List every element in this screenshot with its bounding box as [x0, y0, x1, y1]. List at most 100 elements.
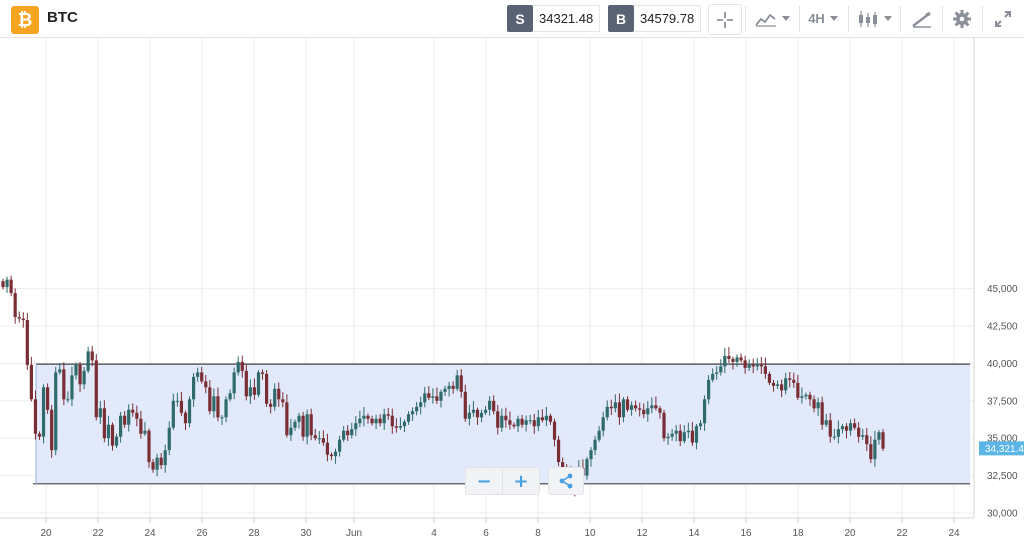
candle	[350, 422, 354, 439]
candle	[844, 423, 849, 439]
indicators-button[interactable]	[750, 4, 794, 33]
candle-body	[110, 424, 115, 446]
price-chart[interactable]: 45,000 42,500 40,000 37,500 35,000 32,500 30,0…	[0, 38, 1024, 548]
candle	[755, 357, 759, 371]
candle	[621, 397, 626, 423]
candle-body	[410, 411, 415, 415]
candle	[471, 400, 476, 417]
candle-body	[463, 391, 467, 419]
buy-price-box[interactable]: B 34579.78	[608, 5, 702, 32]
candle	[33, 390, 38, 440]
x-tick-label: 8	[535, 528, 541, 539]
draw-tools-icon	[912, 11, 931, 28]
candle-body	[483, 409, 488, 413]
fullscreen-button[interactable]	[988, 4, 1018, 33]
candle	[260, 369, 265, 380]
chevron-down-icon	[829, 16, 838, 21]
candle-body	[54, 372, 58, 451]
candle	[492, 395, 496, 415]
candle-body	[723, 355, 727, 367]
candle-body	[362, 415, 366, 419]
timeframe-button[interactable]: 4H	[803, 4, 843, 33]
zoom-in-button[interactable]: +	[502, 467, 540, 495]
candle	[500, 408, 504, 432]
sell-price-box[interactable]: S 34321.48	[507, 5, 601, 32]
crosshair-button[interactable]	[708, 4, 742, 35]
candle-body	[763, 366, 767, 374]
candle-body	[204, 381, 208, 388]
buy-price[interactable]: 34579.78	[634, 5, 702, 32]
candle	[751, 358, 755, 374]
candle	[208, 380, 212, 415]
candle-body	[240, 361, 244, 371]
candle	[317, 431, 321, 445]
candle	[151, 459, 155, 473]
y-tick-label: 40,000	[987, 359, 1018, 370]
candle	[240, 355, 244, 378]
candle	[816, 397, 820, 416]
candle	[609, 399, 613, 416]
candle-body	[678, 430, 682, 442]
candle	[123, 411, 127, 428]
candle	[475, 407, 480, 425]
candle-body	[285, 402, 289, 436]
candle-body	[439, 391, 443, 401]
candle	[114, 433, 119, 448]
candle-body	[200, 372, 204, 382]
zoom-out-button[interactable]: −	[465, 467, 503, 495]
candle-body	[658, 408, 662, 413]
candle-body	[82, 370, 86, 385]
candle-body	[520, 418, 524, 425]
candle	[800, 387, 804, 404]
candle-body	[735, 357, 739, 362]
buy-label[interactable]: B	[608, 5, 634, 32]
candle	[788, 372, 792, 388]
candle	[840, 423, 845, 434]
candle-body	[289, 427, 293, 436]
candle-body	[220, 417, 224, 419]
candle-body	[861, 435, 865, 437]
candle	[232, 367, 236, 400]
candle	[37, 431, 42, 440]
candle	[285, 394, 289, 438]
candle-body	[561, 462, 565, 470]
candle	[451, 381, 455, 394]
x-tick-label: 16	[740, 528, 752, 539]
candle	[881, 429, 885, 451]
candle	[723, 347, 727, 374]
candle-body	[415, 406, 419, 412]
candle	[297, 412, 301, 429]
sell-price[interactable]: 34321.48	[533, 5, 601, 32]
candle-body	[597, 430, 601, 440]
candle-type-button[interactable]	[853, 4, 895, 33]
candle-body	[788, 378, 792, 380]
settings-button[interactable]	[946, 4, 978, 33]
candle	[808, 391, 812, 407]
candle-body	[747, 364, 751, 368]
candle-body	[179, 400, 184, 413]
candle	[431, 388, 435, 404]
candle-body	[544, 415, 549, 421]
candle-body	[759, 364, 763, 367]
candle-body	[102, 408, 106, 439]
candle-body	[58, 369, 62, 373]
draw-tools-button[interactable]	[905, 4, 939, 33]
candle-body	[792, 379, 796, 383]
x-tick-label: Jun	[346, 528, 362, 539]
candle-body	[617, 402, 622, 418]
share-button[interactable]	[548, 467, 584, 495]
candle-body	[281, 399, 285, 403]
candle	[98, 401, 102, 424]
candle-body	[784, 378, 788, 391]
candle-body	[488, 400, 492, 410]
candle	[17, 311, 21, 323]
candle-body	[479, 412, 484, 418]
candle-body	[37, 433, 42, 437]
candle-body	[394, 426, 398, 428]
sell-label[interactable]: S	[507, 5, 533, 32]
candle	[13, 288, 17, 324]
candle-body	[642, 409, 646, 415]
candle-body	[435, 396, 439, 401]
y-tick-label: 30,000	[987, 509, 1018, 520]
candle	[86, 346, 90, 374]
